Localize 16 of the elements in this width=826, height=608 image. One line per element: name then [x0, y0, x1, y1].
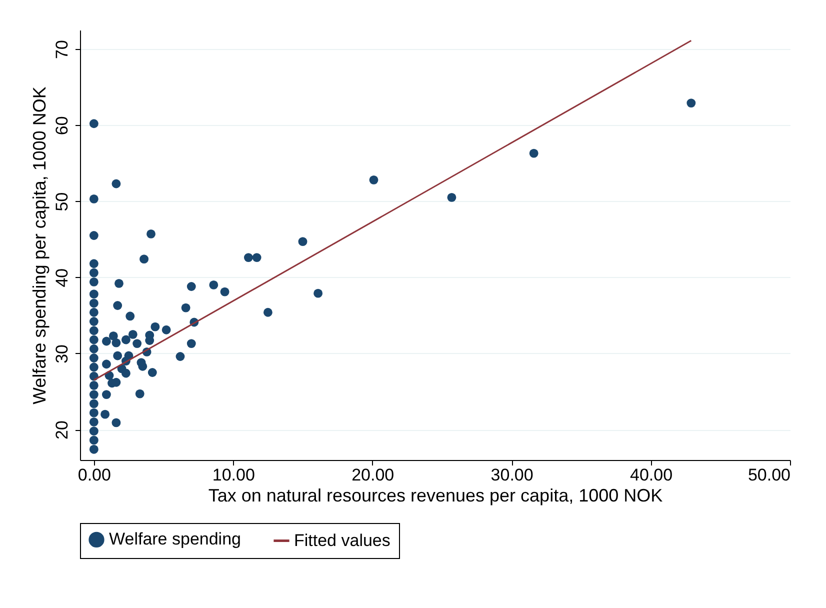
x-tick-label: 30.00 — [490, 466, 534, 484]
legend-label: Fitted values — [294, 530, 390, 550]
x-tick-label: 10.00 — [212, 466, 255, 484]
x-axis-title: Tax on natural resources revenues per capita, 1000 NOK — [208, 486, 663, 506]
y-tick-label: 20 — [52, 420, 72, 440]
legend-label: Welfare spending — [109, 530, 241, 549]
x-tick-label: 20.00 — [352, 466, 394, 484]
x-tick-label: 50.00 — [748, 466, 790, 484]
y-tick-label: 50 — [52, 192, 72, 212]
y-axis-title: Welfare spending per capita, 1000 NOK — [30, 86, 50, 404]
y-tick-label: 60 — [52, 116, 72, 136]
y-tick-label: 70 — [52, 40, 72, 59]
x-tick-label: 0.00 — [78, 466, 111, 484]
y-tick-label: 30 — [52, 344, 72, 364]
y-tick-label: 40 — [52, 268, 72, 288]
x-tick-label: 40.00 — [630, 466, 673, 484]
